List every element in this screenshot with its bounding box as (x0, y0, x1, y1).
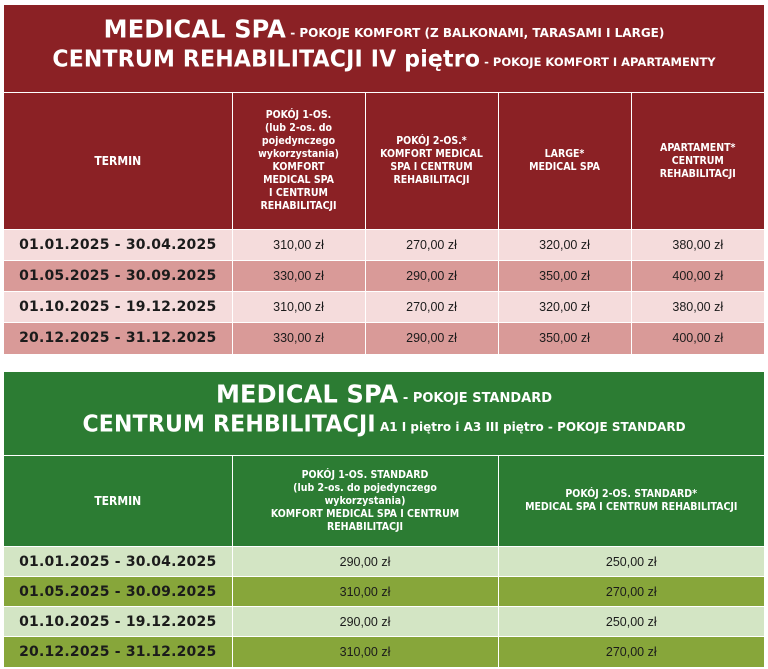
header-line: I CENTRUM (269, 187, 328, 199)
header-cell: LARGE* MEDICAL SPA (497, 92, 631, 230)
price-cell: 350,00 zł (497, 322, 631, 354)
standard-title-line-1: MEDICAL SPA - POKOJE STANDARD (4, 379, 764, 409)
price-cell: 310,00 zł (231, 636, 498, 667)
table-row: 20.12.2025 - 31.12.2025 310,00 zł 270,00… (4, 636, 764, 667)
standard-title-line-2: CENTRUM REHBILITACJI A1 I piętro i A3 II… (4, 411, 764, 438)
header-line: (lub 2-os. do (264, 122, 333, 134)
price-cell: 320,00 zł (497, 229, 631, 261)
table-row: 01.01.2025 - 30.04.2025 310,00 zł 270,00… (4, 229, 764, 261)
standard-price-table: TERMIN POKÓJ 1-OS. STANDARD (lub 2-os. do… (4, 455, 764, 667)
term-cell: 01.10.2025 - 19.12.2025 (4, 291, 232, 323)
header-line: REHABILITACJI (326, 520, 404, 533)
price-cell: 350,00 zł (497, 260, 631, 292)
term-cell: 01.01.2025 - 30.04.2025 (4, 546, 232, 577)
header-cell: POKÓJ 1-OS. STANDARD (lub 2-os. do pojedy… (231, 455, 498, 547)
term-cell: 20.12.2025 - 31.12.2025 (4, 636, 232, 667)
header-cell: POKÓJ 2-OS.* KOMFORT MEDICAL SPA I CENTRUM… (364, 92, 498, 230)
header-line: wykorzystania) (324, 494, 406, 507)
header-line: POKÓJ 2-OS. STANDARD* (565, 488, 698, 500)
price-cell: 250,00 zł (497, 606, 764, 637)
header-line: CENTRUM (671, 154, 724, 167)
header-line: TERMIN (94, 493, 142, 508)
header-line: REHABILITACJI (659, 167, 736, 180)
komfort-price-section: MEDICAL SPA - POKOJE KOMFORT (Z BALKONAM… (4, 5, 764, 356)
header-line: SPA I CENTRUM (390, 161, 473, 173)
price-cell: 320,00 zł (497, 291, 631, 323)
price-cell: 270,00 zł (364, 229, 498, 261)
header-cell: TERMIN (4, 455, 232, 547)
header-line: APARTAMENT* (660, 141, 736, 154)
komfort-title-sub-2: - POKOJE KOMFORT I APARTAMENTY (480, 55, 716, 69)
price-cell: 330,00 zł (231, 260, 365, 292)
standard-section-title: MEDICAL SPA - POKOJE STANDARD CENTRUM RE… (4, 372, 764, 455)
header-line: KOMFORT (272, 161, 325, 173)
komfort-title-sub: - POKOJE KOMFORT (Z BALKONAMI, TARASAMI … (286, 26, 665, 40)
price-cell: 250,00 zł (497, 546, 764, 577)
price-cell: 380,00 zł (630, 291, 764, 323)
table-row: 01.05.2025 - 30.09.2025 330,00 zł 290,00… (4, 260, 764, 292)
price-cell: 310,00 zł (231, 229, 365, 261)
standard-title-sub: - POKOJE STANDARD (398, 391, 553, 406)
header-cell: POKÓJ 1-OS. (lub 2-os. do pojedynczego wyko… (231, 92, 365, 230)
price-cell: 270,00 zł (364, 291, 498, 323)
term-cell: 01.05.2025 - 30.09.2025 (4, 260, 232, 292)
header-line: MEDICAL SPA (263, 174, 334, 186)
header-line: REHABILITACJI (393, 174, 470, 186)
header-line: POKÓJ 1-OS. (265, 109, 332, 121)
price-cell: 270,00 zł (497, 636, 764, 667)
table-row: 01.05.2025 - 30.09.2025 310,00 zł 270,00… (4, 576, 764, 607)
table-row: 01.10.2025 - 19.12.2025 290,00 zł 250,00… (4, 606, 764, 637)
term-cell: 01.01.2025 - 30.04.2025 (4, 229, 232, 261)
komfort-title-main-2: CENTRUM REHABILITACJI IV piętro (52, 46, 481, 73)
price-cell: 400,00 zł (630, 322, 764, 354)
header-line: MEDICAL SPA (529, 161, 600, 173)
price-cell: 330,00 zł (231, 322, 365, 354)
header-cell: APARTAMENT* CENTRUM REHABILITACJI (630, 92, 764, 230)
header-line: TERMIN (94, 153, 142, 168)
komfort-title-line-2: CENTRUM REHABILITACJI IV piętro - POKOJE… (4, 46, 764, 73)
price-cell: 290,00 zł (231, 606, 498, 637)
standard-price-section: MEDICAL SPA - POKOJE STANDARD CENTRUM RE… (4, 372, 764, 667)
komfort-section-title: MEDICAL SPA - POKOJE KOMFORT (Z BALKONAM… (4, 5, 764, 92)
price-cell: 290,00 zł (231, 546, 498, 577)
term-cell: 01.05.2025 - 30.09.2025 (4, 576, 232, 607)
header-line: wykorzystania) (258, 148, 339, 160)
price-cell: 310,00 zł (231, 291, 365, 323)
header-cell: TERMIN (4, 92, 232, 230)
price-cell: 310,00 zł (231, 576, 498, 607)
standard-title-main: MEDICAL SPA (215, 379, 399, 409)
header-line: POKÓJ 2-OS.* (396, 135, 467, 147)
header-line: MEDICAL SPA I CENTRUM REHABILITACJI (525, 501, 738, 513)
header-cell: POKÓJ 2-OS. STANDARD* MEDICAL SPA I CENTR… (497, 455, 764, 547)
header-line: REHABILITACJI (260, 200, 337, 212)
header-line: POKÓJ 1-OS. STANDARD (301, 468, 429, 481)
komfort-header-row: TERMIN POKÓJ 1-OS. (lub 2-os. do pojedyncz… (4, 92, 764, 230)
table-row: 20.12.2025 - 31.12.2025 330,00 zł 290,00… (4, 322, 764, 354)
standard-title-main-2: CENTRUM REHBILITACJI (82, 411, 376, 438)
standard-header-row: TERMIN POKÓJ 1-OS. STANDARD (lub 2-os. do… (4, 455, 764, 547)
header-line: LARGE* (544, 148, 585, 160)
table-row: 01.01.2025 - 30.04.2025 290,00 zł 250,00… (4, 546, 764, 577)
header-line: (lub 2-os. do pojedynczego (293, 481, 437, 494)
price-cell: 290,00 zł (364, 322, 498, 354)
header-line: KOMFORT MEDICAL SPA I CENTRUM (270, 507, 460, 520)
price-cell: 400,00 zł (630, 260, 764, 292)
header-line: pojedynczego (261, 135, 336, 147)
price-cell: 270,00 zł (497, 576, 764, 607)
term-cell: 01.10.2025 - 19.12.2025 (4, 606, 232, 637)
table-row: 01.10.2025 - 19.12.2025 310,00 zł 270,00… (4, 291, 764, 323)
standard-title-sub-2: A1 I piętro i A3 III piętro - POKOJE STA… (375, 420, 686, 434)
price-cell: 380,00 zł (630, 229, 764, 261)
price-cell: 290,00 zł (364, 260, 498, 292)
komfort-title-line-1: MEDICAL SPA - POKOJE KOMFORT (Z BALKONAM… (4, 14, 764, 44)
term-cell: 20.12.2025 - 31.12.2025 (4, 322, 232, 354)
header-line: KOMFORT MEDICAL (380, 148, 483, 160)
komfort-price-table: TERMIN POKÓJ 1-OS. (lub 2-os. do pojedyncz… (4, 92, 764, 354)
komfort-title-main: MEDICAL SPA (103, 14, 287, 44)
